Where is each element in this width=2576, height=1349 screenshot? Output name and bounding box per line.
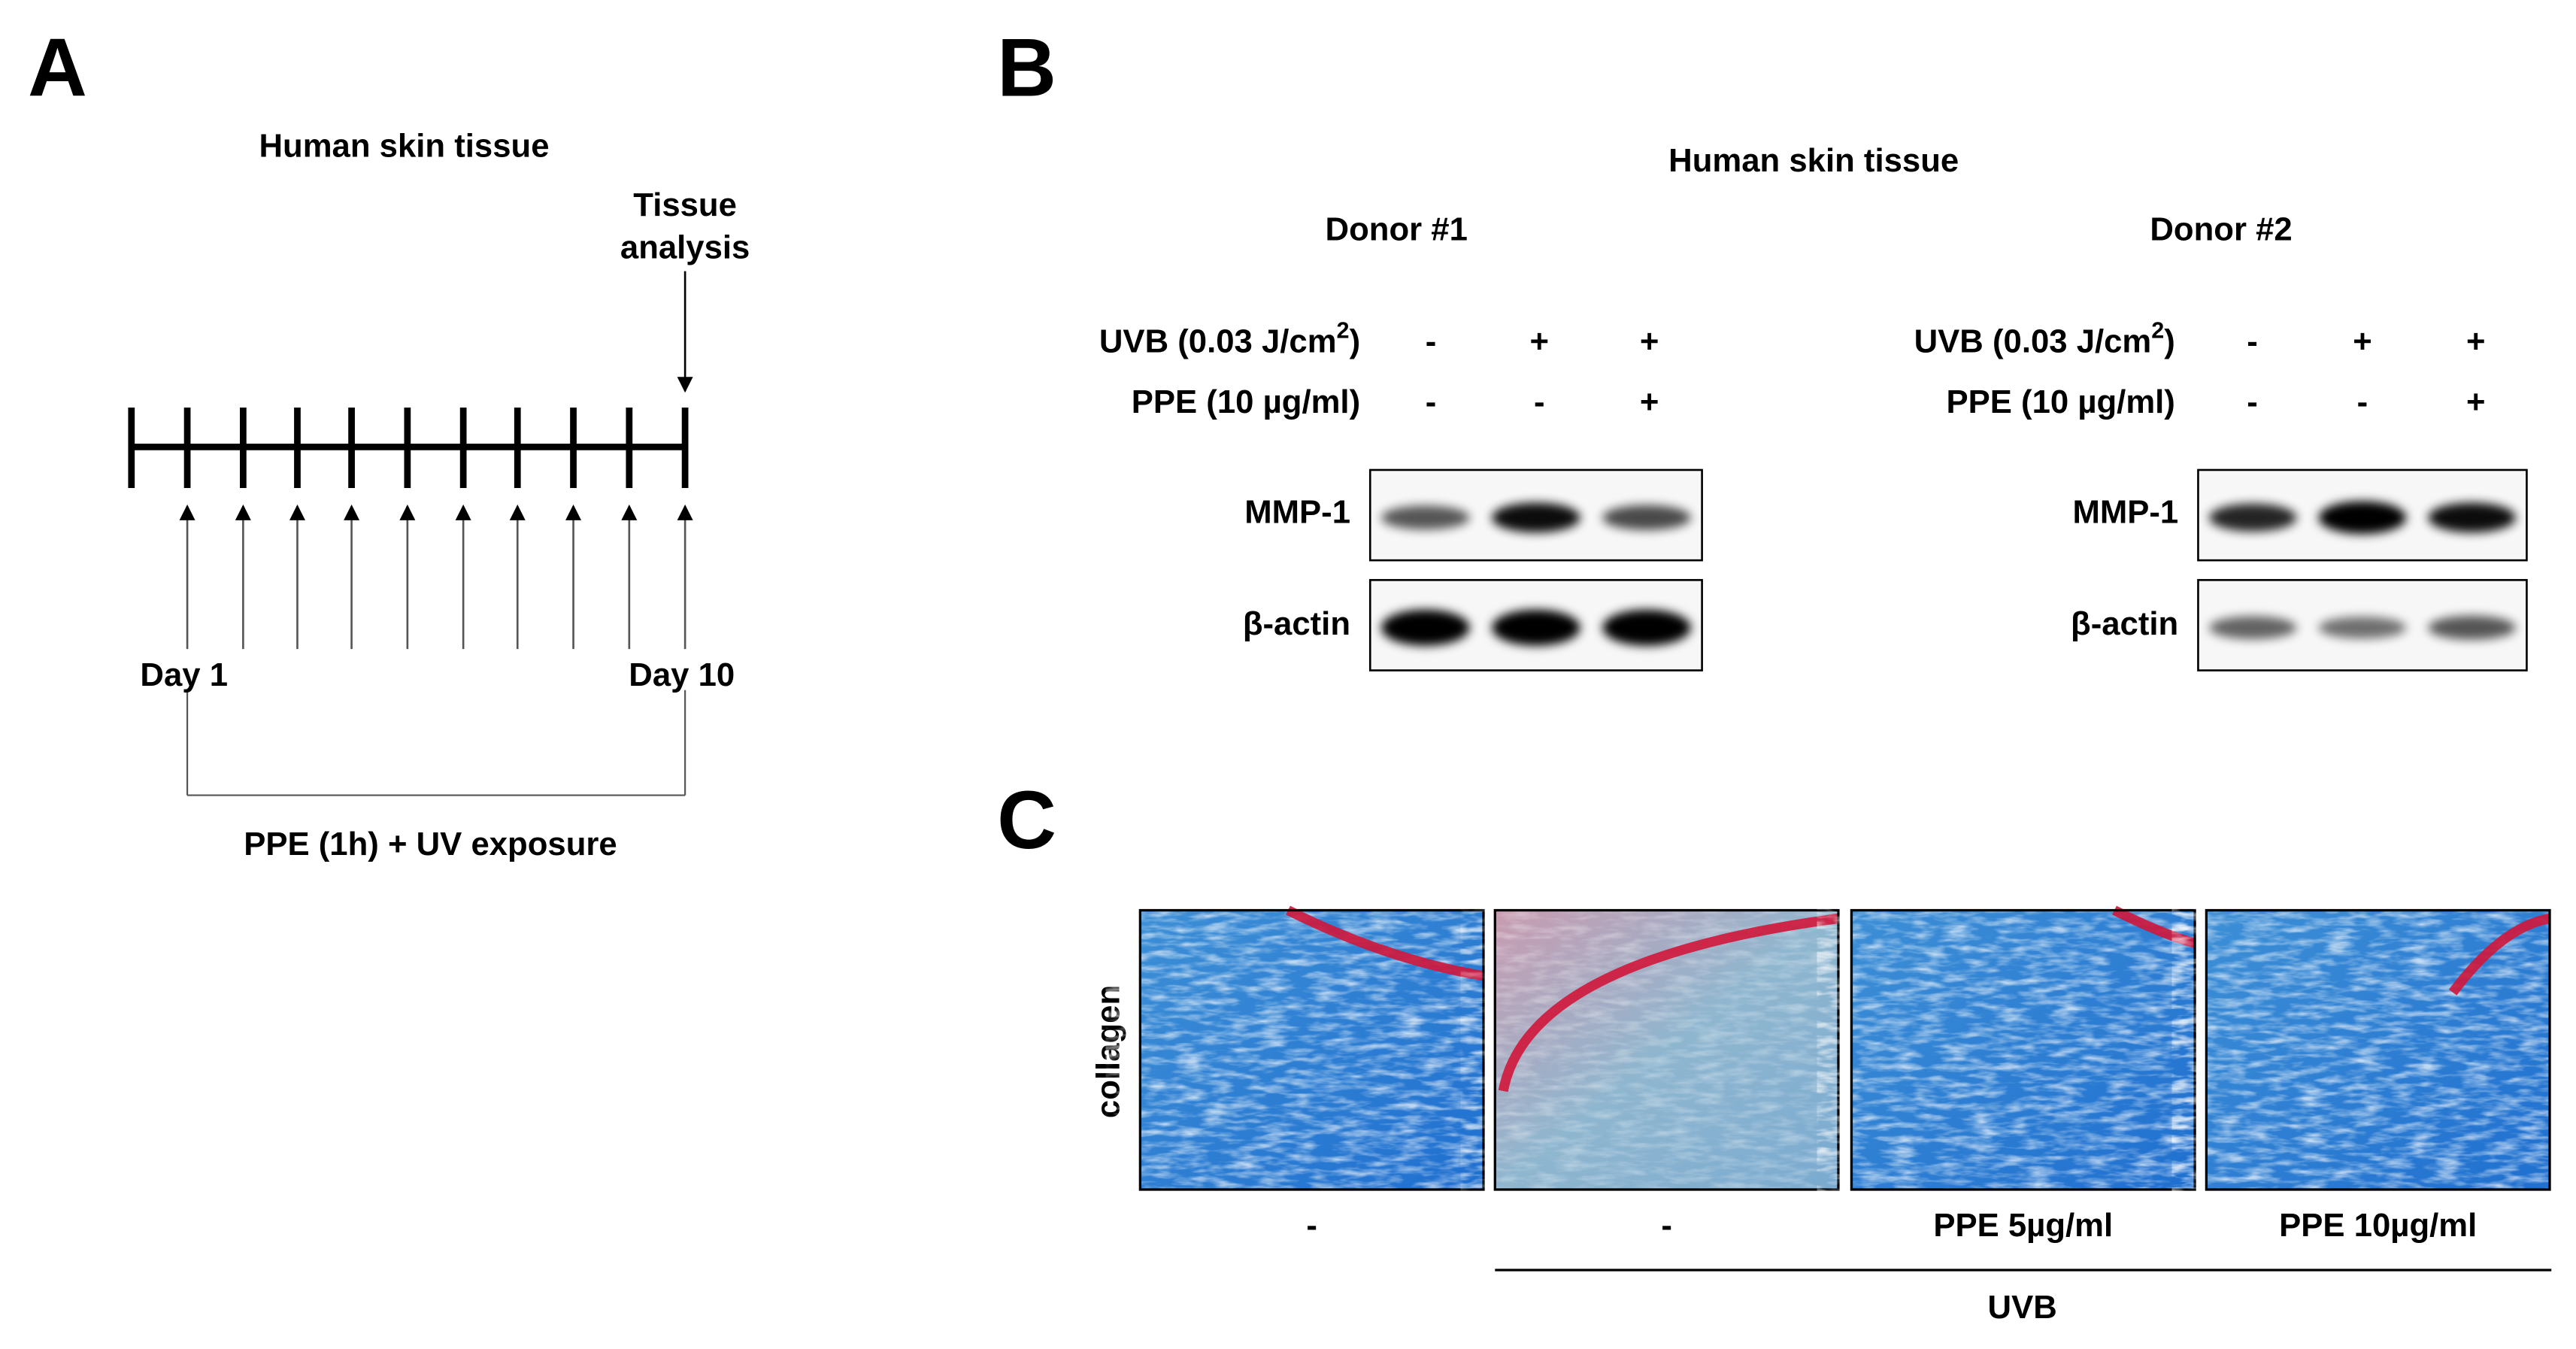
sign: + [2466,323,2486,359]
uvb-label: UVB (0.03 J/cm2) [1099,318,1360,360]
uvb-label: UVB (0.03 J/cm2) [1914,318,2175,360]
blot-band [2209,616,2297,640]
blot-band [2428,502,2516,533]
histology-texture [2206,910,2550,1190]
sign: + [2466,383,2486,420]
sign: - [1534,383,1545,420]
day-label: Day 10 [629,656,735,693]
analysis-label: Tissue [633,186,737,223]
uvb-close: ) [1350,323,1361,359]
epidermis [1498,913,1839,1093]
epidermis [1286,905,1485,981]
ppe-label: PPE (10 µg/ml) [1132,383,1360,420]
panel-title: Human skin tissue [259,127,549,164]
column-label: - [1661,1207,1672,1244]
uvb-sup: 2 [2151,318,2164,344]
row-label: collagen [1090,985,1127,1118]
blot-band [1602,609,1691,646]
panel-label: C [997,775,1056,866]
ppe-label: PPE (10 µg/ml) [1946,383,2174,420]
blot-band [1380,609,1470,646]
sign: + [1640,323,1659,359]
blot-band [1380,505,1470,530]
uvb-close: ) [2164,323,2175,359]
sign: + [2353,323,2372,359]
histology-texture [1851,910,2196,1190]
uvb-text: UVB (0.03 J/cm [1099,323,1337,359]
blot-label: β-actin [2071,605,2178,642]
image-frame [1850,908,2196,1191]
column-label: - [1306,1207,1317,1244]
sign: - [1426,323,1437,359]
blot-band [1492,502,1580,533]
sign: - [2357,383,2368,420]
panel-a: A Human skin tissue Tissue analysis Day 1 Day… [28,22,750,862]
analysis-label: analysis [620,229,750,266]
epidermis [2448,914,2551,996]
image-frame [1138,908,1485,1191]
blot-band [1602,505,1691,530]
sign: - [1426,383,1437,420]
sign: + [1640,383,1659,420]
uvb-text: UVB (0.03 J/cm [1914,323,2152,359]
group-label: UVB [1988,1289,2057,1326]
blot-band [2209,503,2297,532]
image-frame [2205,908,2551,1191]
image-frame [1493,908,1840,1191]
panel-title: Human skin tissue [1668,142,1959,179]
blot-label: MMP-1 [2072,494,2178,531]
blot-band [2318,501,2407,535]
day-label: Day 1 [140,656,228,693]
blot-label: MMP-1 [1244,494,1350,531]
column-label: PPE 10µg/ml [2279,1207,2477,1244]
panel-label: A [28,22,87,114]
blot-label: β-actin [1243,605,1350,642]
histology-texture [1140,910,1484,1190]
column-label: PPE 5µg/ml [1933,1207,2113,1244]
panel-label: B [997,22,1056,114]
blot-band [2428,615,2516,640]
epidermis [2112,905,2196,948]
sign: - [2247,323,2258,359]
sign: - [2247,383,2258,420]
donor-title: Donor #2 [2150,211,2292,248]
panel-b: B Human skin tissue Donor #1 UVB (0.03 J/cm… [997,22,2528,671]
uvb-sup: 2 [1337,318,1350,344]
blot-band [2318,617,2407,639]
blot-band [1492,609,1580,646]
donor-title: Donor #1 [1326,211,1468,248]
sign: + [1530,323,1550,359]
treatment-label: PPE (1h) + UV exposure [244,826,617,862]
